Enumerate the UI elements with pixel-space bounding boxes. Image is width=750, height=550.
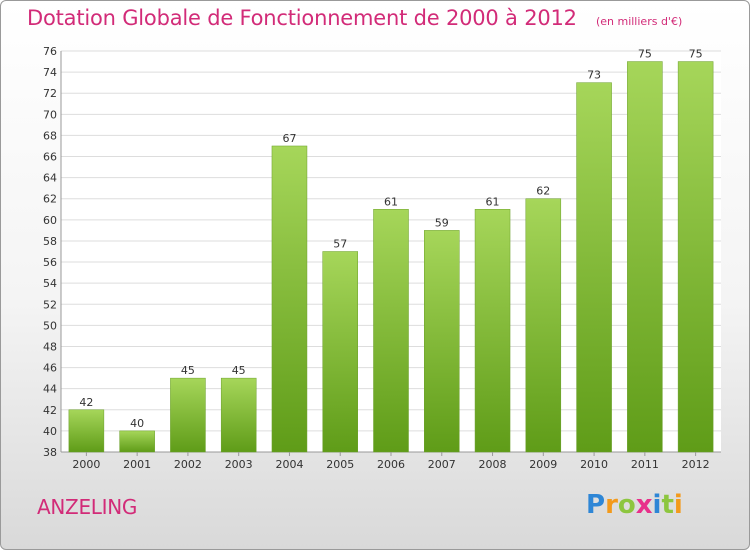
title-row: Dotation Globale de Fonctionnement de 20…	[27, 6, 682, 30]
bar	[68, 409, 105, 453]
bar	[373, 209, 409, 453]
x-tick-label: 2010	[580, 458, 608, 471]
data-label: 75	[689, 48, 703, 61]
x-tick-label: 2001	[123, 458, 151, 471]
logo-letter: i	[652, 490, 662, 520]
bar	[322, 251, 358, 453]
data-label: 45	[181, 364, 195, 377]
data-label: 57	[333, 238, 347, 251]
logo-letter: o	[617, 490, 636, 520]
y-tick-label: 58	[43, 235, 57, 248]
bar	[271, 145, 308, 453]
y-tick-label: 40	[43, 425, 57, 438]
y-tick-label: 52	[43, 298, 57, 311]
bar	[576, 82, 612, 453]
y-tick-label: 72	[43, 87, 57, 100]
chart-unit: (en milliers d'€)	[595, 15, 683, 28]
data-label: 40	[130, 417, 144, 430]
y-tick-label: 76	[43, 45, 57, 58]
bar	[677, 61, 714, 453]
logo-letter: i	[673, 490, 683, 520]
x-tick-label: 2002	[174, 458, 202, 471]
bar	[119, 430, 155, 453]
y-tick-label: 70	[43, 108, 57, 121]
x-tick-label: 2011	[631, 458, 659, 471]
logo-letter: P	[586, 490, 606, 520]
bar	[220, 377, 257, 453]
x-tick-label: 2004	[275, 458, 303, 471]
y-tick-label: 64	[43, 172, 57, 185]
y-tick-label: 60	[43, 214, 57, 227]
x-tick-label: 2009	[529, 458, 557, 471]
y-tick-label: 46	[43, 362, 57, 375]
y-tick-label: 48	[43, 340, 57, 353]
bar	[525, 198, 562, 453]
data-label: 42	[79, 396, 93, 409]
x-tick-label: 2012	[682, 458, 710, 471]
bar	[474, 209, 511, 453]
data-label: 45	[232, 364, 246, 377]
y-tick-label: 54	[43, 277, 57, 290]
x-tick-label: 2005	[326, 458, 354, 471]
data-label: 67	[282, 132, 296, 145]
y-tick-label: 68	[43, 129, 57, 142]
bar	[424, 230, 460, 453]
logo-letter: r	[605, 490, 618, 520]
bar	[627, 61, 663, 453]
y-tick-label: 42	[43, 404, 57, 417]
y-tick-label: 44	[43, 383, 57, 396]
place-name: ANZELING	[37, 495, 138, 519]
data-label: 59	[435, 216, 449, 229]
logo-letter: t	[661, 490, 674, 520]
y-tick-label: 56	[43, 256, 57, 269]
data-label: 75	[638, 48, 652, 61]
y-tick-label: 66	[43, 151, 57, 164]
proxiti-logo[interactable]: Proxiti	[586, 490, 683, 520]
x-tick-label: 2003	[225, 458, 253, 471]
chart-title: Dotation Globale de Fonctionnement de 20…	[27, 6, 577, 30]
x-tick-label: 2000	[72, 458, 100, 471]
y-tick-label: 62	[43, 193, 57, 206]
y-tick-label: 38	[43, 446, 57, 459]
bar	[170, 377, 206, 453]
y-tick-label: 50	[43, 319, 57, 332]
data-label: 73	[587, 69, 601, 82]
data-label: 62	[536, 185, 550, 198]
data-label: 61	[384, 195, 398, 208]
x-tick-label: 2008	[479, 458, 507, 471]
data-label: 61	[486, 195, 500, 208]
y-tick-label: 74	[43, 66, 57, 79]
x-tick-label: 2007	[428, 458, 456, 471]
x-tick-label: 2006	[377, 458, 405, 471]
logo-letter: x	[635, 490, 653, 520]
